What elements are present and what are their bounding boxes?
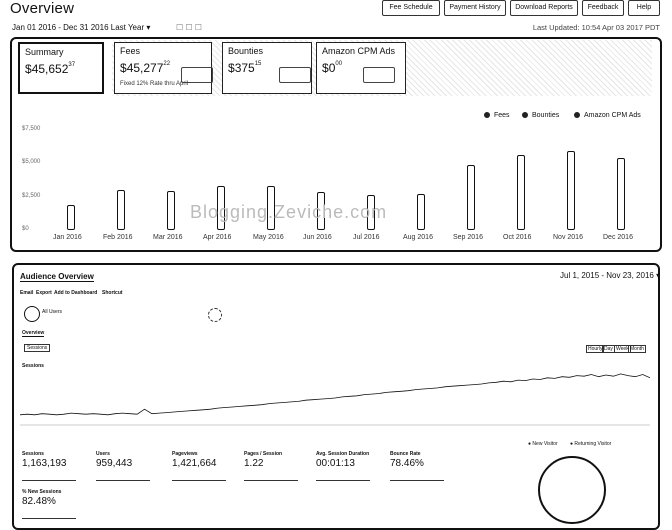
bounties-sparkline	[279, 67, 311, 83]
cpm-sparkline	[363, 67, 395, 83]
x-tick-label: Oct 2016	[503, 234, 532, 241]
cpm-value: $000	[322, 61, 343, 75]
y-tick-label: $7,500	[22, 126, 41, 132]
x-tick-label: Nov 2016	[553, 234, 583, 241]
fees-label: Fees	[120, 46, 141, 56]
bounties-card[interactable]: Bounties $37515	[222, 42, 312, 94]
audience-panel	[12, 263, 660, 530]
bar-feb-2016[interactable]	[117, 190, 125, 230]
segment-circle-icon	[24, 306, 40, 322]
legend-dot-icon	[484, 112, 490, 119]
legend-bounties[interactable]: Bounties	[522, 112, 559, 119]
bar-sep-2016[interactable]	[467, 165, 475, 230]
legend-dot-icon	[574, 112, 580, 119]
sessions-line-chart	[20, 373, 650, 426]
x-tick-label: Jun 2016	[303, 234, 332, 241]
download-reports-button[interactable]: Download Reports	[510, 0, 578, 16]
audience-title: Audience Overview	[20, 272, 94, 282]
x-tick-label: Jan 2016	[53, 234, 82, 241]
x-tick-label: Mar 2016	[153, 234, 183, 241]
fees-sparkline	[181, 67, 213, 83]
summary-label: Summary	[25, 47, 64, 57]
pie-legend-returning: ● Returning Visitor	[570, 441, 612, 447]
bar-apr-2016[interactable]	[217, 186, 225, 230]
audience-date-range[interactable]: Jul 1, 2015 - Nov 23, 2016 ▾	[560, 271, 661, 280]
date-range-text: Jan 01 2016 - Dec 31 2016	[12, 23, 109, 32]
metric-users: Users 959,443	[96, 451, 156, 481]
x-tick-label: Jul 2016	[353, 234, 380, 241]
add-to-dashboard-tab[interactable]: Add to Dashboard	[54, 290, 98, 296]
y-tick-label: $5,000	[22, 159, 41, 165]
shortcut-tab[interactable]: Shortcut	[102, 290, 123, 296]
x-tick-label: Aug 2016	[403, 234, 433, 241]
metric-bounce-rate: Bounce Rate 78.46%	[390, 451, 450, 481]
summary-value: $45,65237	[25, 62, 76, 76]
bar-jan-2016[interactable]	[67, 205, 75, 230]
period-dropdown[interactable]: Last Year	[110, 23, 145, 32]
payment-history-button[interactable]: Payment History	[444, 0, 506, 16]
legend-cpm[interactable]: Amazon CPM Ads	[574, 112, 641, 119]
bounties-label: Bounties	[228, 46, 264, 56]
add-segment-icon[interactable]	[208, 308, 222, 322]
legend-dot-icon	[522, 112, 528, 119]
x-tick-label: Feb 2016	[103, 234, 133, 241]
x-tick-label: May 2016	[253, 234, 284, 241]
watermark-text: Blogging.Zeviche.com	[190, 202, 388, 222]
summary-card[interactable]: Summary $45,65237	[18, 42, 104, 94]
export-tab[interactable]: Export	[36, 290, 52, 296]
sessions-series-label: Sessions	[22, 363, 44, 369]
chevron-down-icon: ▾	[656, 271, 661, 280]
hourly-button[interactable]: Hourly	[586, 345, 605, 353]
bar-jun-2016[interactable]	[317, 192, 325, 230]
sessions-series-line	[20, 373, 650, 416]
metric-avg-session-duration: Avg. Session Duration 00:01:13	[316, 451, 378, 481]
pie-legend-new: ● New Visitor	[528, 441, 558, 447]
bar-jul-2016[interactable]	[367, 195, 375, 230]
email-tab[interactable]: Email	[20, 290, 34, 296]
metric-sessions: Sessions 1,163,193	[22, 451, 82, 481]
bounties-value: $37515	[228, 61, 262, 75]
y-tick-label: $0	[22, 226, 29, 232]
fees-note: Fixed 12% Rate thru April	[120, 81, 189, 87]
cpm-card[interactable]: Amazon CPM Ads $000	[316, 42, 406, 94]
fee-schedule-button[interactable]: Fee Schedule	[382, 0, 440, 16]
overview-tab[interactable]: Overview	[22, 330, 45, 337]
x-tick-label: Sep 2016	[453, 234, 483, 241]
week-button[interactable]: Week	[614, 345, 631, 353]
bar-may-2016[interactable]	[267, 186, 275, 230]
last-updated: Last Updated: 10:54 Apr 03 2017 PDT	[532, 23, 660, 32]
day-button[interactable]: Day	[602, 345, 615, 353]
x-tick-label: Apr 2016	[203, 234, 232, 241]
metric-new-sessions: % New Sessions 82.48%	[22, 489, 82, 519]
compare-toggle-icon[interactable]: ☐ ☐ ☐	[176, 23, 202, 32]
chevron-down-icon: ▾	[146, 23, 151, 32]
legend-fees[interactable]: Fees	[484, 112, 510, 119]
fees-value: $45,27722	[120, 61, 171, 75]
metric-pages-per-session: Pages / Session 1.22	[244, 451, 304, 481]
earnings-panel	[10, 37, 662, 252]
segment-label[interactable]: All Users	[42, 309, 63, 315]
cpm-label: Amazon CPM Ads	[322, 46, 396, 56]
bar-oct-2016[interactable]	[517, 155, 525, 230]
metric-selector[interactable]: Sessions	[24, 344, 51, 352]
feedback-button[interactable]: Feedback	[582, 0, 624, 16]
help-button[interactable]: Help	[628, 0, 660, 16]
month-button[interactable]: Month	[628, 345, 646, 353]
metric-pageviews: Pageviews 1,421,664	[172, 451, 232, 481]
date-range-selector[interactable]: Jan 01 2016 - Dec 31 2016 Last Year ▾	[12, 23, 150, 32]
page-title: Overview	[10, 0, 75, 17]
fees-card[interactable]: Fees $45,27722 Fixed 12% Rate thru April	[114, 42, 213, 94]
bar-aug-2016[interactable]	[417, 194, 425, 230]
earnings-bar-chart	[46, 130, 646, 230]
x-tick-label: Dec 2016	[603, 234, 633, 241]
y-tick-label: $2,500	[22, 193, 41, 199]
bar-dec-2016[interactable]	[617, 158, 625, 230]
visitor-pie-chart	[538, 456, 606, 524]
bar-mar-2016[interactable]	[167, 191, 175, 230]
bar-nov-2016[interactable]	[567, 151, 575, 230]
